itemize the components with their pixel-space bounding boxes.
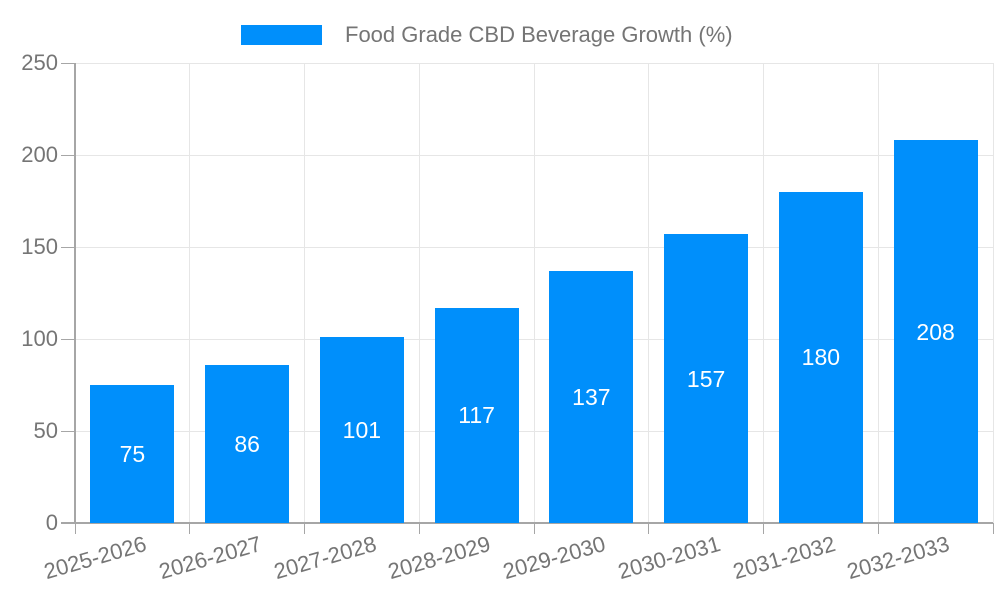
x-axis-tick [304,523,305,534]
gridline-vertical [304,63,305,523]
gridline-vertical [648,63,650,523]
bar-value-label: 157 [686,365,726,392]
gridline-vertical [877,63,879,523]
gridline-vertical [992,63,994,523]
bar[interactable] [893,140,978,523]
x-tick-label: 2032-2033 [844,531,953,585]
bar-value-label: 208 [916,318,955,345]
bar[interactable] [319,337,404,523]
x-axis-tick [763,523,764,534]
y-axis-tick [61,246,75,248]
x-tick-label: 2028-2029 [385,531,494,585]
x-tick-label: 2029-2030 [500,531,609,585]
gridline-vertical [533,63,535,523]
y-axis-line [74,63,76,523]
x-tick-label: 2027-2028 [270,531,379,585]
bar-value-label: 180 [801,344,841,371]
y-tick-label: 0 [45,510,58,535]
bar-value-label: 86 [234,430,260,457]
y-axis-tick [61,338,75,340]
x-axis-tick [648,523,650,534]
legend[interactable]: Food Grade CBD Beverage Growth (%) [241,22,733,48]
bar[interactable] [90,385,175,523]
x-tick-label: 2026-2027 [155,531,265,585]
y-tick-label: 250 [21,50,58,75]
bar[interactable] [549,270,634,523]
gridline-vertical [189,63,191,523]
x-axis-tick [877,523,879,534]
y-tick-label: 150 [21,234,58,259]
y-axis-tick [61,154,75,156]
x-tick-label: 2031-2032 [729,531,838,585]
y-axis-tick [61,430,75,432]
x-tick-label: 2025-2026 [41,531,150,585]
x-tick-label: 2030-2031 [614,531,724,585]
bar-value-label: 101 [342,417,382,444]
y-tick-label: 100 [21,326,58,351]
bar[interactable] [434,307,519,523]
x-axis-tick [418,523,420,534]
gridline-vertical [763,63,764,523]
x-axis-tick [533,523,535,534]
bar-value-label: 75 [119,441,146,467]
bar[interactable] [778,191,863,523]
legend-label: Food Grade CBD Beverage Growth (%) [345,22,733,47]
x-axis-tick [74,523,76,534]
bar[interactable] [664,234,748,523]
bar-value-label: 137 [572,383,611,410]
x-axis-tick [992,523,994,534]
x-axis-tick [189,523,191,534]
y-tick-label: 50 [33,418,58,443]
x-axis-line [61,522,993,524]
bar-value-label: 117 [458,402,495,429]
legend-swatch-icon [241,25,322,45]
gridline-vertical [418,63,420,523]
y-tick-label: 200 [21,142,58,167]
bar[interactable] [205,364,289,523]
y-axis-tick [61,62,75,64]
